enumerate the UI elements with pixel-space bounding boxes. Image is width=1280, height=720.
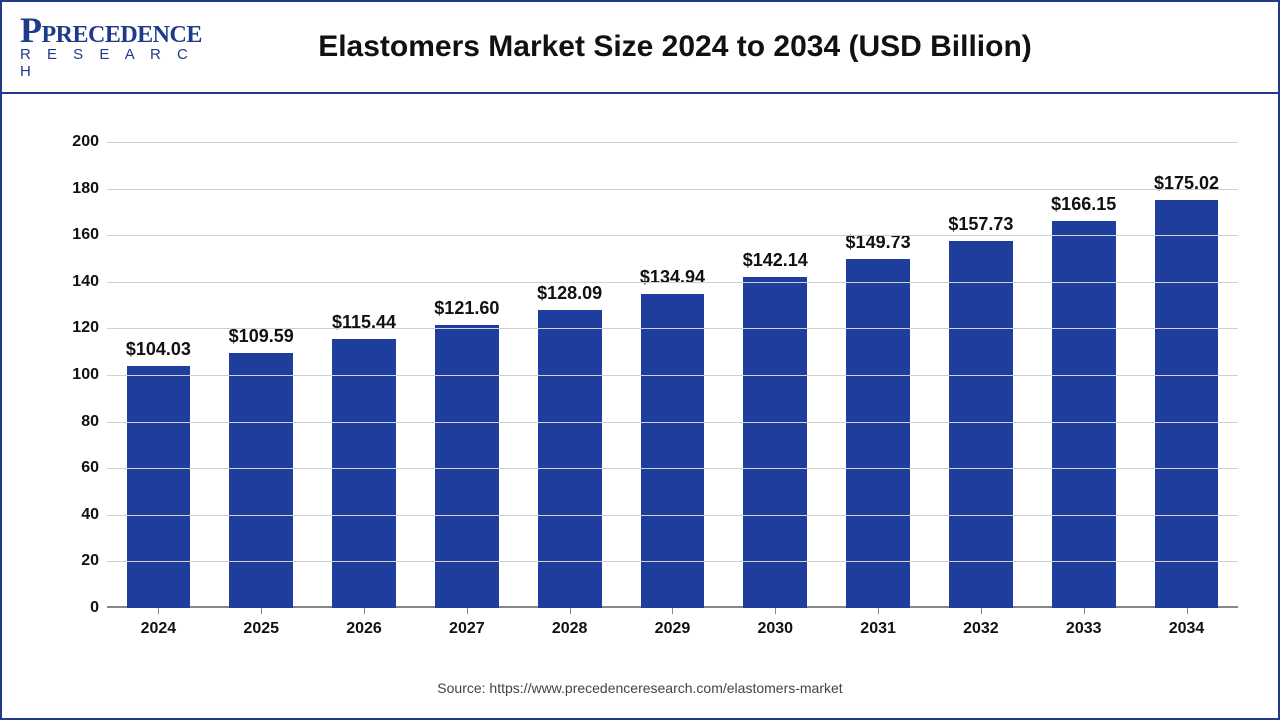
y-axis-tick: 40 [59, 506, 99, 524]
chart-title: Elastomers Market Size 2024 to 2034 (USD… [210, 30, 1260, 64]
grid-line [107, 142, 1238, 143]
y-axis-tick: 180 [59, 180, 99, 198]
x-axis-tick: 2025 [210, 620, 313, 638]
x-tick-mark [261, 608, 262, 614]
bar [332, 339, 396, 608]
x-axis-tick: 2030 [724, 620, 827, 638]
bar [949, 241, 1013, 609]
header: PPRECEDENCE R E S E A R C H Elastomers M… [2, 2, 1278, 94]
bar [1155, 200, 1219, 608]
y-axis-tick: 200 [59, 133, 99, 151]
grid-line [107, 422, 1238, 423]
bar-value-label: $175.02 [1115, 173, 1259, 194]
grid-line [107, 189, 1238, 190]
x-axis-tick: 2032 [930, 620, 1033, 638]
x-tick-mark [467, 608, 468, 614]
bar [229, 353, 293, 608]
bar [1052, 221, 1116, 608]
grid-line [107, 515, 1238, 516]
bar-value-label: $166.15 [1012, 194, 1156, 215]
bar [127, 366, 191, 608]
grid-line [107, 235, 1238, 236]
y-axis-tick: 120 [59, 319, 99, 337]
chart-plot-area: $104.032024$109.592025$115.442026$121.60… [107, 142, 1238, 608]
y-axis-tick: 100 [59, 366, 99, 384]
y-axis-tick: 140 [59, 273, 99, 291]
x-tick-mark [1084, 608, 1085, 614]
bar [538, 310, 602, 608]
grid-line [107, 328, 1238, 329]
y-axis-tick: 0 [59, 599, 99, 617]
logo-line1: PRECEDENCE [42, 22, 202, 48]
x-tick-mark [981, 608, 982, 614]
x-tick-mark [1187, 608, 1188, 614]
grid-line [107, 282, 1238, 283]
x-tick-mark [878, 608, 879, 614]
logo-text: PPRECEDENCE R E S E A R C H [20, 14, 210, 81]
x-tick-mark [364, 608, 365, 614]
y-axis-tick: 60 [59, 459, 99, 477]
x-axis-tick: 2031 [827, 620, 930, 638]
x-tick-mark [775, 608, 776, 614]
grid-line [107, 561, 1238, 562]
chart-container: PPRECEDENCE R E S E A R C H Elastomers M… [0, 0, 1280, 720]
x-tick-mark [570, 608, 571, 614]
x-axis-tick: 2029 [621, 620, 724, 638]
x-axis-tick: 2034 [1135, 620, 1238, 638]
source-citation: Source: https://www.precedenceresearch.c… [2, 680, 1278, 696]
y-axis-tick: 20 [59, 552, 99, 570]
logo: PPRECEDENCE R E S E A R C H [20, 17, 210, 77]
bar-value-label: $157.73 [909, 214, 1053, 235]
x-tick-mark [672, 608, 673, 614]
x-axis-tick: 2024 [107, 620, 210, 638]
x-tick-mark [158, 608, 159, 614]
x-axis-tick: 2027 [415, 620, 518, 638]
x-axis-tick: 2026 [313, 620, 416, 638]
bar [435, 325, 499, 608]
grid-line [107, 468, 1238, 469]
bar [743, 277, 807, 608]
grid-line [107, 375, 1238, 376]
x-axis-tick: 2028 [518, 620, 621, 638]
y-axis-tick: 80 [59, 413, 99, 431]
logo-line2: R E S E A R C H [20, 46, 210, 80]
x-axis-tick: 2033 [1032, 620, 1135, 638]
y-axis-tick: 160 [59, 226, 99, 244]
bar [846, 259, 910, 608]
